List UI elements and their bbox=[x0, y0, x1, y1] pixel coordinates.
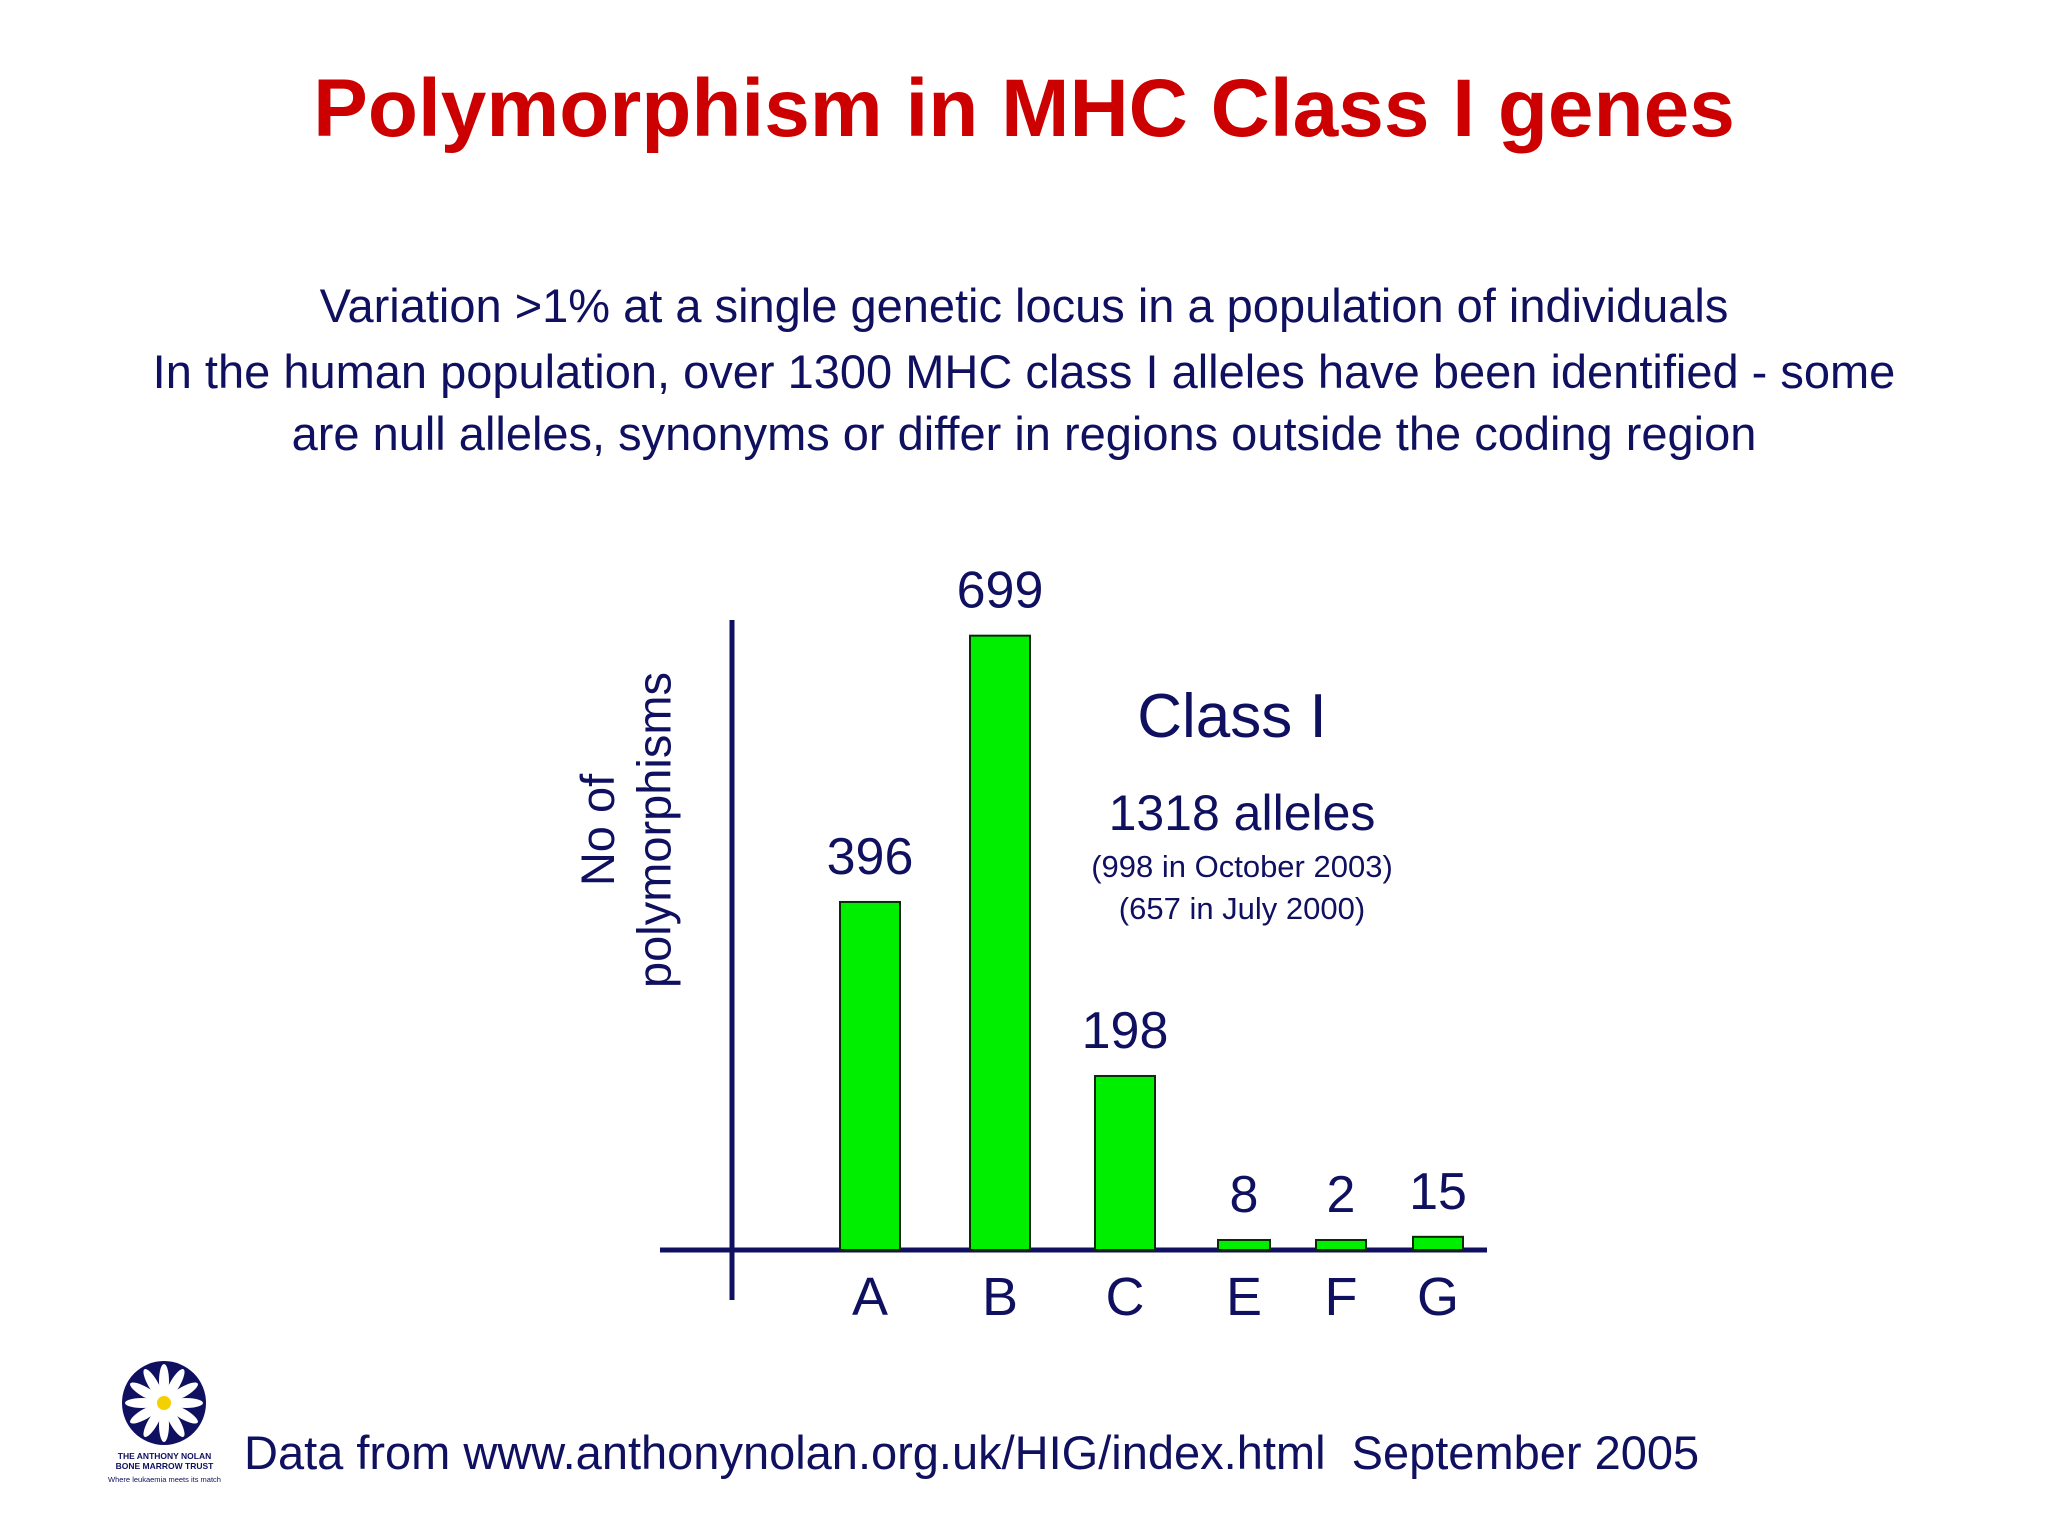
annotation-note-1: (998 in October 2003) bbox=[1091, 849, 1393, 884]
bar-f bbox=[1315, 1239, 1367, 1251]
y-axis-label: No ofpolymorphisms bbox=[571, 672, 680, 988]
data-label-b: 699 bbox=[957, 562, 1044, 620]
x-tick-label-c: C bbox=[1106, 1267, 1145, 1327]
bar-a bbox=[839, 900, 901, 1251]
data-label-e: 8 bbox=[1230, 1166, 1259, 1224]
logo-line-1: THE ANTHONY NOLAN bbox=[117, 1451, 212, 1461]
data-label-a: 396 bbox=[827, 828, 914, 886]
logo-line-2: BONE MARROW TRUST bbox=[115, 1460, 214, 1471]
data-label-c: 198 bbox=[1082, 1002, 1169, 1060]
data-label-g: 15 bbox=[1409, 1163, 1467, 1221]
bar-g bbox=[1412, 1235, 1464, 1251]
bar-b bbox=[969, 634, 1031, 1251]
description-line-1: Variation >1% at a single genetic locus … bbox=[319, 279, 1729, 332]
description-line-3: are null alleles, synonyms or differ in … bbox=[291, 407, 1757, 460]
y-axis-label-line-1: No of bbox=[571, 773, 624, 886]
annotation-note-2: (657 in July 2000) bbox=[1119, 891, 1365, 926]
x-tick-label-a: A bbox=[852, 1267, 888, 1327]
logo-tagline: Where leukaemia meets its match bbox=[108, 1474, 221, 1484]
bar-c bbox=[1094, 1074, 1156, 1252]
data-source-footer: Data from www.anthonynolan.org.uk/HIG/in… bbox=[244, 1426, 1700, 1479]
daisy-logo-icon bbox=[122, 1361, 206, 1445]
data-label-f: 2 bbox=[1327, 1166, 1356, 1224]
slide-title: Polymorphism in MHC Class I genes bbox=[313, 63, 1735, 154]
y-axis-label-line-2: polymorphisms bbox=[627, 672, 680, 988]
annotation-heading: Class I bbox=[1137, 682, 1326, 751]
x-tick-label-b: B bbox=[982, 1267, 1018, 1327]
annotation-total: 1318 alleles bbox=[1109, 785, 1376, 841]
x-tick-label-g: G bbox=[1417, 1267, 1459, 1327]
bar-e bbox=[1217, 1239, 1271, 1251]
x-tick-label-f: F bbox=[1325, 1267, 1358, 1327]
description-line-2: In the human population, over 1300 MHC c… bbox=[152, 345, 1896, 398]
logo-text: THE ANTHONY NOLAN BONE MARROW TRUST Wher… bbox=[102, 1451, 227, 1484]
x-tick-label-e: E bbox=[1226, 1267, 1262, 1327]
